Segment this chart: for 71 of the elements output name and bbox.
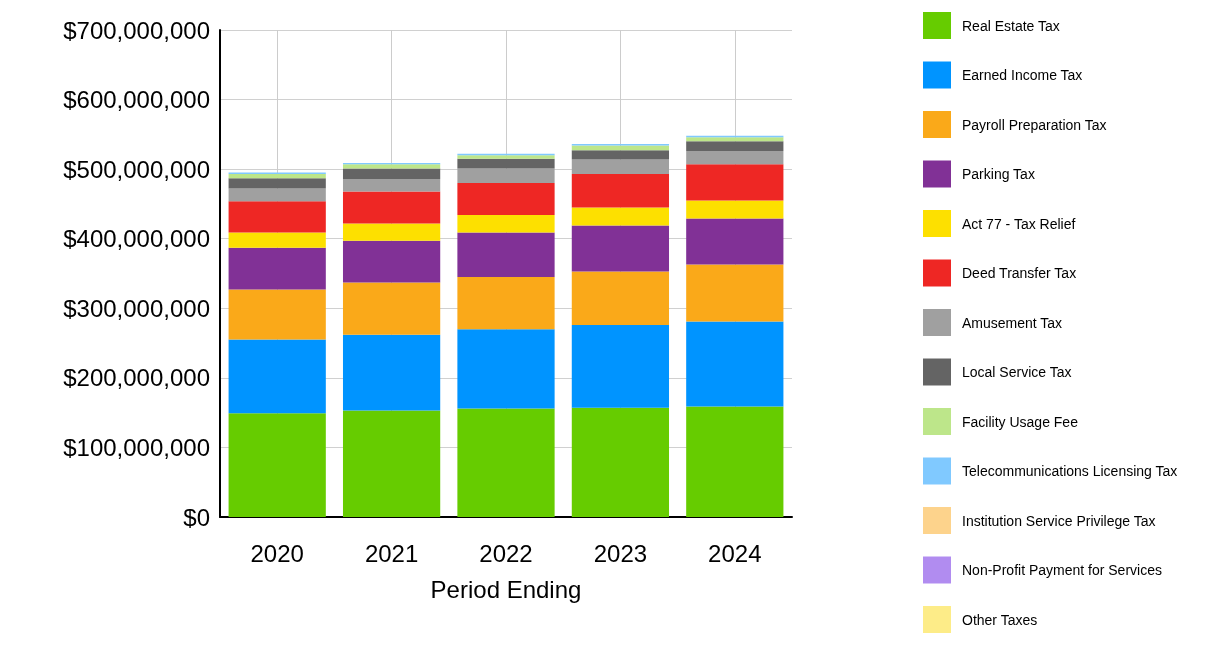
- bar: [686, 137, 784, 142]
- bar: [571, 174, 670, 208]
- x-tick-label: 2024: [708, 539, 762, 567]
- legend-label: Act 77 - Tax Relief: [962, 215, 1076, 232]
- legend-label: Other Taxes: [962, 611, 1038, 628]
- bar: [686, 264, 784, 322]
- bar: [342, 191, 441, 224]
- bar: [342, 410, 441, 517]
- bar: [457, 215, 555, 233]
- legend-label: Telecommunications Licensing Tax: [962, 463, 1178, 479]
- bar: [571, 271, 670, 325]
- y-tick-label: $500,000,000: [63, 155, 210, 183]
- bar: [342, 164, 441, 169]
- legend-label: Facility Usage Fee: [962, 413, 1079, 430]
- bar: [571, 407, 670, 517]
- y-tick-label: $300,000,000: [63, 294, 210, 322]
- legend-label: Real Estate Tax: [962, 17, 1060, 34]
- bar: [457, 158, 555, 169]
- x-tick-label: 2020: [250, 539, 304, 567]
- bar: [342, 334, 441, 411]
- x-tick-label: 2023: [593, 539, 648, 567]
- bar: [571, 207, 670, 226]
- legend-label: Non-Profit Payment for Services: [962, 562, 1162, 578]
- bar: [686, 141, 784, 152]
- bar: [228, 201, 326, 233]
- legend-label: Payroll Preparation Tax: [962, 116, 1107, 133]
- bar: [342, 178, 441, 192]
- bar: [342, 168, 441, 179]
- bar: [571, 225, 670, 272]
- legend-label: Institution Service Privilege Tax: [962, 512, 1156, 529]
- legend-label: Parking Tax: [962, 166, 1035, 182]
- legend-label: Deed Transfer Tax: [962, 265, 1077, 281]
- y-tick-label: $0: [183, 503, 210, 531]
- bar: [686, 200, 784, 219]
- bar: [228, 413, 326, 517]
- bar: [457, 276, 555, 330]
- bar: [686, 164, 784, 201]
- bar: [457, 408, 555, 517]
- bar: [228, 174, 326, 179]
- y-tick-label: $400,000,000: [63, 225, 210, 253]
- bar: [457, 183, 555, 216]
- bar: [342, 223, 441, 241]
- bar: [686, 151, 784, 165]
- x-axis-title: Period Ending: [430, 575, 582, 603]
- bar: [342, 282, 441, 335]
- x-tick-label: 2021: [364, 539, 419, 567]
- bar: [571, 324, 670, 408]
- bar: [228, 339, 326, 414]
- legend-label: Amusement Tax: [962, 314, 1063, 331]
- bar: [457, 168, 555, 184]
- bar: [342, 240, 441, 283]
- bar: [228, 178, 326, 189]
- y-tick-label: $100,000,000: [63, 433, 210, 461]
- bar: [571, 159, 670, 175]
- y-tick-label: $200,000,000: [63, 364, 210, 392]
- bar: [228, 232, 326, 248]
- bar: [686, 406, 784, 517]
- bar: [228, 289, 326, 340]
- bar: [686, 321, 784, 407]
- legend-label: Local Service Tax: [962, 364, 1072, 380]
- bar: [228, 247, 326, 290]
- y-tick-label: $600,000,000: [63, 86, 210, 114]
- bar: [686, 218, 784, 265]
- x-tick-label: 2022: [479, 539, 533, 567]
- bar: [228, 188, 326, 202]
- bar: [571, 145, 670, 151]
- y-tick-label: $700,000,000: [63, 16, 210, 44]
- bar: [457, 232, 555, 277]
- legend-label: Earned Income Tax: [962, 67, 1083, 83]
- bar: [457, 329, 555, 409]
- bar: [571, 150, 670, 160]
